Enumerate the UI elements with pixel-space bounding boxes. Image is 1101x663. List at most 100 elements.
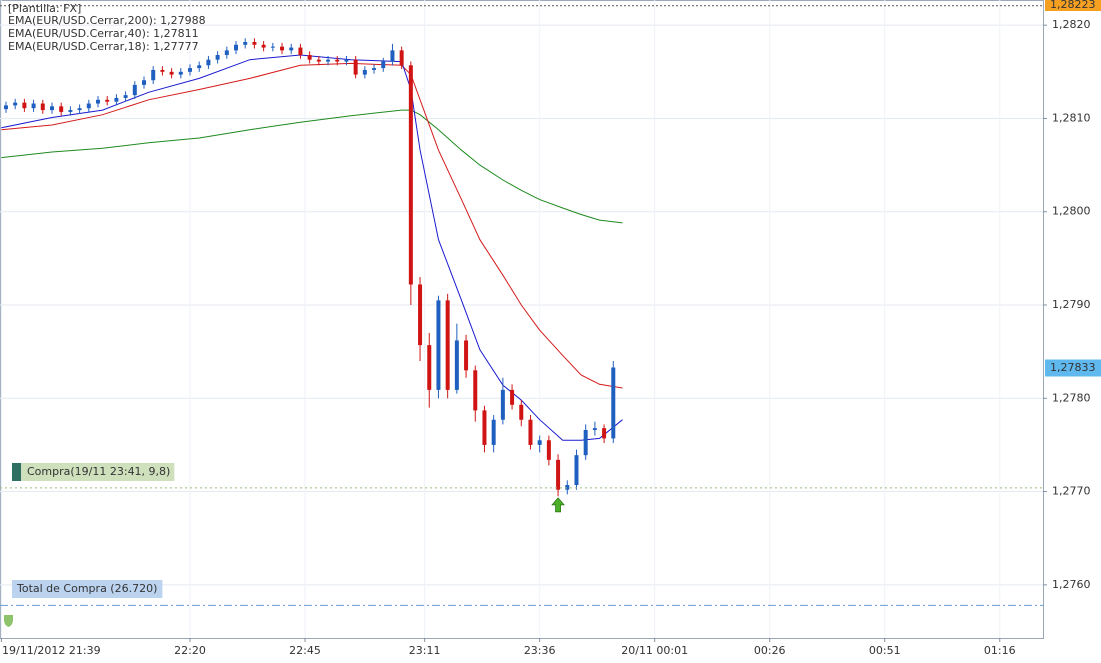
candle-body bbox=[40, 103, 45, 111]
candle-body bbox=[151, 69, 156, 81]
candle-body bbox=[399, 50, 404, 66]
candle-body bbox=[178, 71, 183, 75]
shield-icon bbox=[4, 615, 13, 627]
legend-entry: EMA(EUR/USD.Cerrar,200): 1,27988 bbox=[8, 14, 206, 27]
candle-body bbox=[335, 59, 340, 62]
legend-entry: EMA(EUR/USD.Cerrar,40): 1,27811 bbox=[8, 27, 199, 40]
candle-body bbox=[427, 345, 432, 390]
candle-body bbox=[49, 106, 54, 111]
candle-body bbox=[362, 69, 367, 75]
candle-body bbox=[537, 440, 542, 445]
candle-body bbox=[77, 108, 82, 111]
x-tick-label: 00:26 bbox=[754, 644, 786, 657]
candle-body bbox=[252, 41, 257, 45]
y-tick-label: 1,2820 bbox=[1052, 18, 1091, 31]
candle-body bbox=[418, 284, 423, 346]
candle-body bbox=[188, 68, 193, 72]
x-tick-label: 20/11 00:01 bbox=[621, 644, 688, 657]
x-tick-label: 23:36 bbox=[524, 644, 556, 657]
last-price-label: 1,27833 bbox=[1050, 361, 1096, 374]
candle-body bbox=[464, 340, 469, 371]
candle-body bbox=[261, 44, 266, 48]
candle-body bbox=[519, 404, 524, 420]
candle-body bbox=[243, 41, 248, 45]
candle-body bbox=[473, 370, 478, 411]
candle-body bbox=[95, 99, 100, 104]
annotation-label: Compra(19/11 23:41, 9,8) bbox=[27, 465, 170, 478]
candle-body bbox=[298, 47, 303, 56]
top-price-label: 1,28223 bbox=[1050, 0, 1096, 11]
candle-body bbox=[436, 300, 441, 390]
candle-body bbox=[583, 429, 588, 456]
candle-body bbox=[68, 110, 73, 112]
candle-body bbox=[234, 44, 239, 51]
candle-body bbox=[574, 455, 579, 486]
candle-body bbox=[500, 389, 505, 420]
annotation-marker bbox=[12, 463, 21, 481]
candle-body bbox=[123, 95, 128, 98]
candle-body bbox=[381, 61, 386, 69]
plot-frame bbox=[0, 0, 1044, 639]
candle-body bbox=[224, 50, 229, 56]
candle-body bbox=[105, 99, 110, 102]
candle-body bbox=[372, 68, 377, 70]
candle-body bbox=[491, 419, 496, 445]
buy-arrow bbox=[551, 497, 565, 513]
candle-body bbox=[31, 103, 36, 109]
annotation-label: Total de Compra (26.720) bbox=[16, 582, 157, 595]
candle-body bbox=[160, 69, 165, 72]
y-tick-label: 1,2760 bbox=[1052, 578, 1091, 591]
y-tick-label: 1,2780 bbox=[1052, 391, 1091, 404]
annotation-box bbox=[21, 463, 175, 481]
y-tick-label: 1,2770 bbox=[1052, 485, 1091, 498]
candle-body bbox=[169, 71, 174, 75]
x-tick-label: 22:20 bbox=[174, 644, 206, 657]
y-tick-label: 1,2800 bbox=[1052, 205, 1091, 218]
candle-body bbox=[445, 300, 450, 390]
template-label: [Plantilla: FX] bbox=[8, 2, 81, 15]
candle-body bbox=[454, 340, 459, 390]
candle-body bbox=[289, 47, 294, 51]
marks bbox=[1, 38, 623, 497]
ema-line bbox=[1, 109, 623, 224]
candle-body bbox=[280, 46, 285, 51]
candle-body bbox=[390, 50, 395, 62]
x-tick-label: 01:16 bbox=[984, 644, 1016, 657]
candle-body bbox=[408, 65, 413, 285]
candle-body bbox=[142, 80, 147, 85]
candle-body bbox=[556, 459, 561, 490]
candle-body bbox=[114, 97, 119, 102]
candle-body bbox=[215, 55, 220, 60]
candle-body bbox=[326, 59, 331, 62]
candle-body bbox=[206, 59, 211, 66]
candle-body bbox=[565, 485, 570, 490]
candle-body bbox=[528, 419, 533, 445]
x-tick-label: 00:51 bbox=[869, 644, 901, 657]
candle-body bbox=[132, 84, 137, 96]
candle-body bbox=[611, 367, 616, 439]
candle-body bbox=[482, 410, 487, 445]
y-tick-label: 1,2790 bbox=[1052, 298, 1091, 311]
candle-body bbox=[22, 102, 27, 109]
candle-body bbox=[546, 440, 551, 460]
x-tick-label: 22:45 bbox=[289, 644, 321, 657]
candle-body bbox=[3, 105, 8, 110]
candle-body bbox=[510, 389, 515, 405]
x-tick-label: 19/11/2012 21:39 bbox=[2, 644, 101, 657]
candle-body bbox=[197, 65, 202, 69]
annotation-box bbox=[12, 580, 163, 598]
candle-body bbox=[13, 102, 18, 106]
ema-line bbox=[1, 62, 623, 389]
candle-body bbox=[316, 59, 321, 62]
overlays: Compra(19/11 23:41, 9,8) Total de Compra … bbox=[0, 0, 1101, 627]
y-tick-label: 1,2810 bbox=[1052, 111, 1091, 124]
last-price-tag bbox=[1045, 359, 1101, 377]
candle-body bbox=[270, 46, 275, 48]
x-tick-label: 23:11 bbox=[409, 644, 441, 657]
ema-line bbox=[1, 54, 623, 441]
candle-body bbox=[307, 55, 312, 60]
candle-body bbox=[344, 59, 349, 62]
top-price-tag bbox=[1045, 0, 1101, 11]
